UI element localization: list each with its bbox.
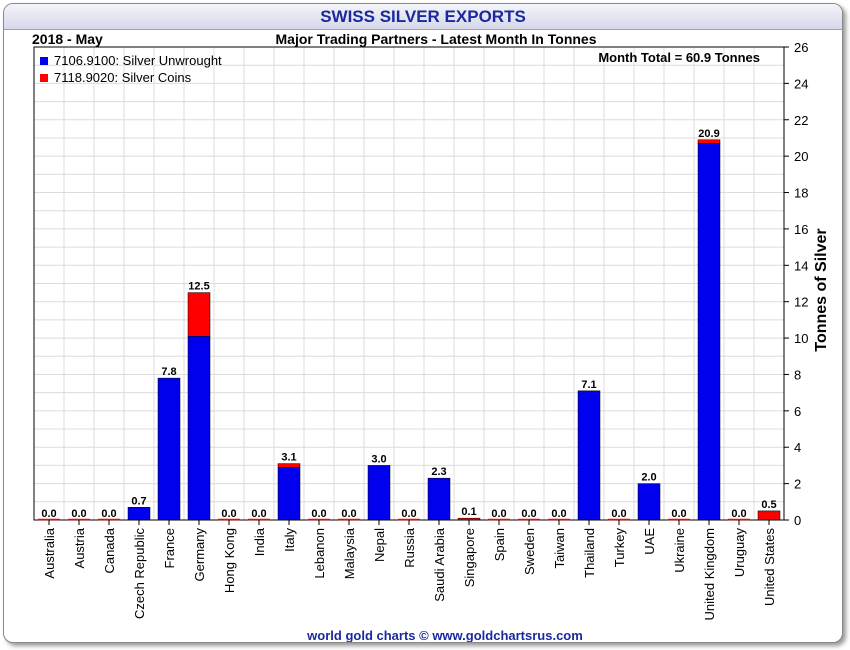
bar-value-label: 0.0 bbox=[221, 508, 236, 520]
bar-value-label: 0.0 bbox=[401, 508, 416, 520]
y-tick-label: 2 bbox=[794, 477, 801, 492]
bar-value-label: 3.1 bbox=[281, 452, 296, 464]
x-tick-label: Malaysia bbox=[342, 527, 357, 579]
x-tick-label: Italy bbox=[282, 528, 297, 552]
y-tick-label: 12 bbox=[794, 295, 808, 310]
chart-canvas: 0.0 0.0 0.0 0.7 7.8 12.5 0.0 0.0 3.1 0.0 0.0 3.0 0.0… bbox=[32, 31, 830, 642]
bar-segment-unwrought bbox=[427, 477, 451, 521]
x-tick-label: Hong Kong bbox=[222, 528, 237, 593]
bar-value-label: 0.0 bbox=[341, 508, 356, 520]
bar-value-label: 0.0 bbox=[731, 508, 746, 520]
bar-value-label: 0.0 bbox=[671, 508, 686, 520]
bar-value-label: 0.5 bbox=[761, 499, 776, 511]
bar-value-label: 0.0 bbox=[101, 508, 116, 520]
month-total-label: Month Total = 60.9 Tonnes bbox=[598, 50, 760, 65]
y-axis-label: Tonnes of Silver bbox=[813, 228, 830, 351]
x-tick-label: Austria bbox=[72, 527, 87, 568]
x-tick-label: India bbox=[252, 527, 267, 556]
x-tick-label: Thailand bbox=[582, 528, 597, 578]
y-tick-label: 14 bbox=[794, 258, 808, 273]
x-tick-label: Singapore bbox=[462, 528, 477, 587]
y-tick-label: 10 bbox=[794, 331, 808, 346]
x-tick-label: Taiwan bbox=[552, 528, 567, 568]
bar-segment-coins bbox=[757, 510, 781, 521]
y-tick-label: 8 bbox=[794, 367, 801, 382]
y-tick-label: 0 bbox=[794, 513, 801, 528]
bars bbox=[38, 139, 781, 521]
legend-label-coins: 7118.9020: Silver Coins bbox=[54, 70, 192, 85]
bar-value-label: 7.8 bbox=[161, 366, 176, 378]
x-tick-label: Czech Republic bbox=[132, 528, 147, 620]
x-tick-label: United States bbox=[762, 528, 777, 607]
x-tick-label: Russia bbox=[402, 527, 417, 568]
y-tick-label: 22 bbox=[794, 113, 808, 128]
y-tick-label: 4 bbox=[794, 440, 801, 455]
bar-value-label: 0.0 bbox=[491, 508, 506, 520]
x-tick-label: Ukraine bbox=[672, 528, 687, 573]
bar-segment-unwrought bbox=[697, 143, 721, 521]
bar-segment-unwrought bbox=[157, 377, 181, 521]
legend-swatch-coins bbox=[40, 74, 48, 82]
x-tick-label: Uruguay bbox=[732, 528, 747, 578]
bar-segment-coins bbox=[457, 517, 481, 521]
chart-subtitle: Major Trading Partners - Latest Month In… bbox=[276, 31, 597, 47]
bar-segment-unwrought bbox=[277, 466, 301, 521]
x-tick-label: Turkey bbox=[612, 528, 627, 568]
x-tick-label: Germany bbox=[192, 528, 207, 582]
bar-segment-coins bbox=[697, 139, 721, 144]
grid-lines bbox=[33, 46, 785, 521]
bar-value-label: 0.1 bbox=[461, 506, 476, 518]
y-tick-label: 26 bbox=[794, 40, 808, 55]
bar-value-label: 2.3 bbox=[431, 466, 446, 478]
x-tick-label: Australia bbox=[42, 527, 57, 578]
bar-value-label: 0.0 bbox=[521, 508, 536, 520]
x-tick-labels: Australia Austria Canada Czech Republic Fran… bbox=[42, 520, 777, 621]
chart-frame: SWISS SILVER EXPORTS 0.0 0.0 0.0 0.7 7.8 12.5… bbox=[3, 3, 843, 643]
bar-value-label: 0.0 bbox=[71, 508, 86, 520]
bar-segment-unwrought bbox=[187, 336, 211, 521]
legend: 7106.9100: Silver Unwrought 7118.9020: S… bbox=[40, 53, 222, 85]
bar-value-label: 0.0 bbox=[311, 508, 326, 520]
bar-segment-unwrought bbox=[577, 390, 601, 521]
bar-value-label: 0.0 bbox=[251, 508, 266, 520]
bar-segment-unwrought bbox=[127, 507, 151, 521]
y-tick-label: 16 bbox=[794, 222, 808, 237]
bar-value-label: 20.9 bbox=[698, 128, 719, 140]
x-tick-label: Sweden bbox=[522, 528, 537, 575]
legend-swatch-unwrought bbox=[40, 57, 48, 65]
x-tick-label: UAE bbox=[642, 528, 657, 555]
x-tick-label: Lebanon bbox=[312, 528, 327, 579]
bar-value-label: 12.5 bbox=[188, 281, 209, 293]
x-tick-label: France bbox=[162, 528, 177, 568]
chart-title: SWISS SILVER EXPORTS bbox=[4, 4, 842, 30]
bar-value-label: 0.0 bbox=[551, 508, 566, 520]
bar-value-label: 7.1 bbox=[581, 379, 596, 391]
legend-label-unwrought: 7106.9100: Silver Unwrought bbox=[54, 53, 222, 68]
bar-value-label: 0.7 bbox=[131, 495, 146, 507]
y-tick-label: 24 bbox=[794, 76, 808, 91]
bar-value-label: 2.0 bbox=[641, 472, 656, 484]
x-tick-label: Saudi Arabia bbox=[432, 527, 447, 601]
y-tick-label: 20 bbox=[794, 149, 808, 164]
bar-segment-coins bbox=[277, 463, 301, 468]
bar-segment-coins bbox=[187, 292, 211, 337]
footer-credit: world gold charts © www.goldchartsrus.co… bbox=[306, 628, 583, 642]
bar-value-label: 0.0 bbox=[41, 508, 56, 520]
bar-value-label: 0.0 bbox=[611, 508, 626, 520]
x-tick-label: Spain bbox=[492, 528, 507, 561]
bar-value-label: 3.0 bbox=[371, 453, 386, 465]
x-tick-label: Nepal bbox=[372, 528, 387, 562]
bar-segment-unwrought bbox=[367, 465, 391, 521]
y-tick-label: 6 bbox=[794, 404, 801, 419]
bar-segment-unwrought bbox=[637, 483, 661, 521]
period-label: 2018 - May bbox=[32, 31, 103, 47]
value-labels: 0.0 0.0 0.0 0.7 7.8 12.5 0.0 0.0 3.1 0.0 0.0 3.0 0.0… bbox=[41, 128, 776, 520]
x-tick-label: Canada bbox=[102, 527, 117, 573]
y-tick-label: 18 bbox=[794, 186, 808, 201]
x-tick-label: United Kingdom bbox=[702, 528, 717, 621]
